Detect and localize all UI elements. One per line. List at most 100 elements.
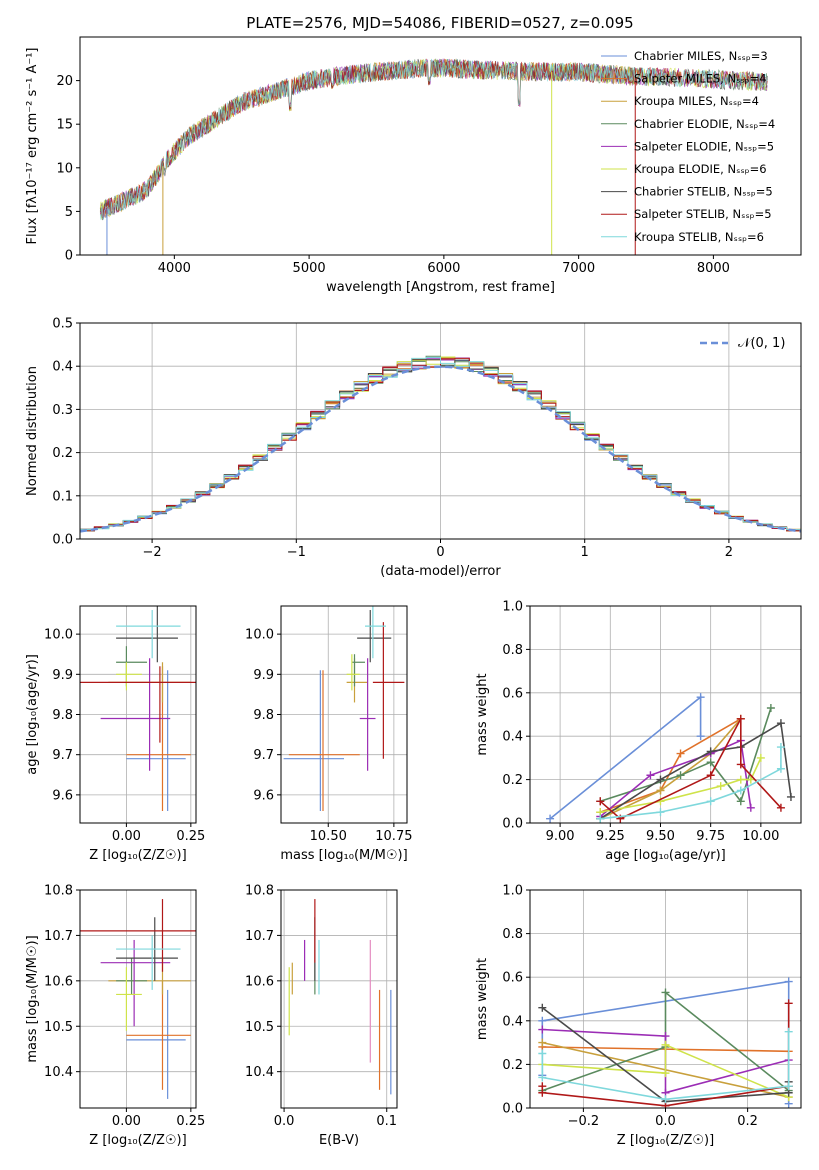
age-vs-mass-plot-area [283,606,405,811]
mass-weight-vs-age-plot-area [546,693,795,823]
y-tick-label: 10.4 [44,1065,73,1080]
residual-histogram-plot-area [80,355,801,533]
mass-vs-Z-panel [76,889,197,1112]
x-axis-label: wavelength [Angstrom, rest frame] [326,280,555,295]
y-tick-label: 10.6 [245,974,274,989]
x-tick-label: 2 [725,545,733,560]
x-tick-label: 9.75 [696,829,725,844]
mass-weight-marker [784,1082,793,1091]
mass-weight-marker [776,719,785,728]
normal-curve [80,365,801,533]
y-tick-label: 9.7 [253,748,274,763]
mass-weight-marker [784,977,793,986]
y-tick-label: 10.6 [44,974,73,989]
mass-weight-vs-Z-plot-area [538,977,793,1108]
y-tick-label: 0.2 [502,1058,523,1073]
mass-weight-marker [676,749,685,758]
y-tick-label: 0 [65,249,73,264]
mass-weight-marker [538,1038,547,1047]
y-tick-label: 0.0 [52,533,73,548]
x-tick-label: 9.00 [546,829,575,844]
x-tick-label: 10.75 [375,829,412,844]
y-tick-label: 0.6 [502,971,523,986]
y-tick-label: 1.0 [502,600,523,615]
y-tick-label: 10.0 [245,628,274,643]
y-tick-label: 0.8 [502,643,523,658]
mass-weight-marker [786,792,795,801]
y-tick-label: 10.7 [245,929,274,944]
x-axis-label: Z [log₁₀(Z/Z☉)] [89,1133,186,1148]
mass-weight-marker [706,758,715,767]
y-tick-label: 0.4 [502,730,523,745]
mass-weight-marker [661,1095,670,1104]
y-tick-label: 10.7 [44,929,73,944]
axes-frame [79,889,197,1109]
y-tick-label: 9.8 [253,708,274,723]
y-axis-label: age [log₁₀(age/yr)] [25,654,40,775]
mass-weight-marker [676,771,685,780]
residual-histogram-panel [76,322,802,543]
mass-weight-marker [784,1027,793,1036]
y-tick-label: 5 [65,205,73,220]
mass-weight-marker [696,693,705,702]
y-tick-label: 10.5 [44,1020,73,1035]
y-tick-label: 0.6 [502,686,523,701]
mass-weight-vs-age-panel [526,605,802,827]
mass-weight-marker [784,999,793,1008]
x-tick-label: 9.50 [646,829,675,844]
mass-weight-marker [776,803,785,812]
axes-frame [79,36,802,256]
x-tick-label: 0.25 [176,1114,205,1129]
y-tick-label: 1.0 [502,884,523,899]
legend-label: Kroupa MILES, Nₛₛₚ=4 [634,94,759,108]
mass-weight-marker [661,1040,670,1049]
mass-weight-marker [696,732,705,741]
legend-label: Salpeter ELODIE, Nₛₛₚ=5 [634,139,774,153]
mass-weight-marker [596,814,605,823]
mass-vs-EBV-panel [277,889,398,1112]
x-tick-label: 0.00 [112,829,141,844]
mass-weight-marker [736,714,745,723]
y-tick-label: 10 [56,161,73,176]
figure-title: PLATE=2576, MJD=54086, FIBERID=0527, z=0… [246,14,633,32]
mass-weight-line [599,718,782,820]
x-tick-label: 0.25 [176,829,205,844]
x-tick-label: 5000 [293,261,326,276]
y-tick-label: 10.5 [245,1020,274,1035]
spectrum-panel [76,36,802,259]
x-tick-label: 10.00 [742,829,779,844]
y-axis-label: mass [log₁₀(M/M☉)] [25,935,40,1062]
mass-weight-line [600,718,742,813]
mass-weight-marker [596,797,605,806]
mass-weight-marker [706,771,715,780]
mass-weight-marker [538,1016,547,1025]
mass-weight-marker [706,797,715,806]
mass-weight-marker [546,814,555,823]
age-vs-Z-panel [76,605,197,827]
y-tick-label: 0.1 [52,489,73,504]
mass-weight-marker [661,1069,670,1078]
axes-frame [529,605,802,824]
mass-weight-marker [538,1073,547,1082]
x-tick-label: 0.00 [112,1114,141,1129]
mass-weight-marker [706,747,715,756]
y-tick-label: 0.4 [52,360,73,375]
y-tick-label: 0.0 [502,817,523,832]
y-tick-label: 9.6 [253,788,274,803]
mass-weight-marker [656,786,665,795]
y-axis-label: mass weight [475,958,490,1040]
x-axis-label: Z [log₁₀(Z/Z☉)] [89,848,186,863]
x-tick-label: −1 [287,545,306,560]
x-tick-label: 0.0 [655,1114,676,1129]
spectrum-line [99,58,768,220]
mass-weight-marker [776,764,785,773]
y-tick-label: 0.2 [502,773,523,788]
mass-weight-line [599,721,792,820]
legend-label: Chabrier STELIB, Nₛₛₚ=5 [634,185,773,199]
legend-label: Salpeter STELIB, Nₛₛₚ=5 [634,207,772,221]
y-tick-label: 10.4 [245,1065,274,1080]
mass-weight-marker [538,1003,547,1012]
mass-weight-marker [736,797,745,806]
x-tick-label: 0 [436,545,444,560]
